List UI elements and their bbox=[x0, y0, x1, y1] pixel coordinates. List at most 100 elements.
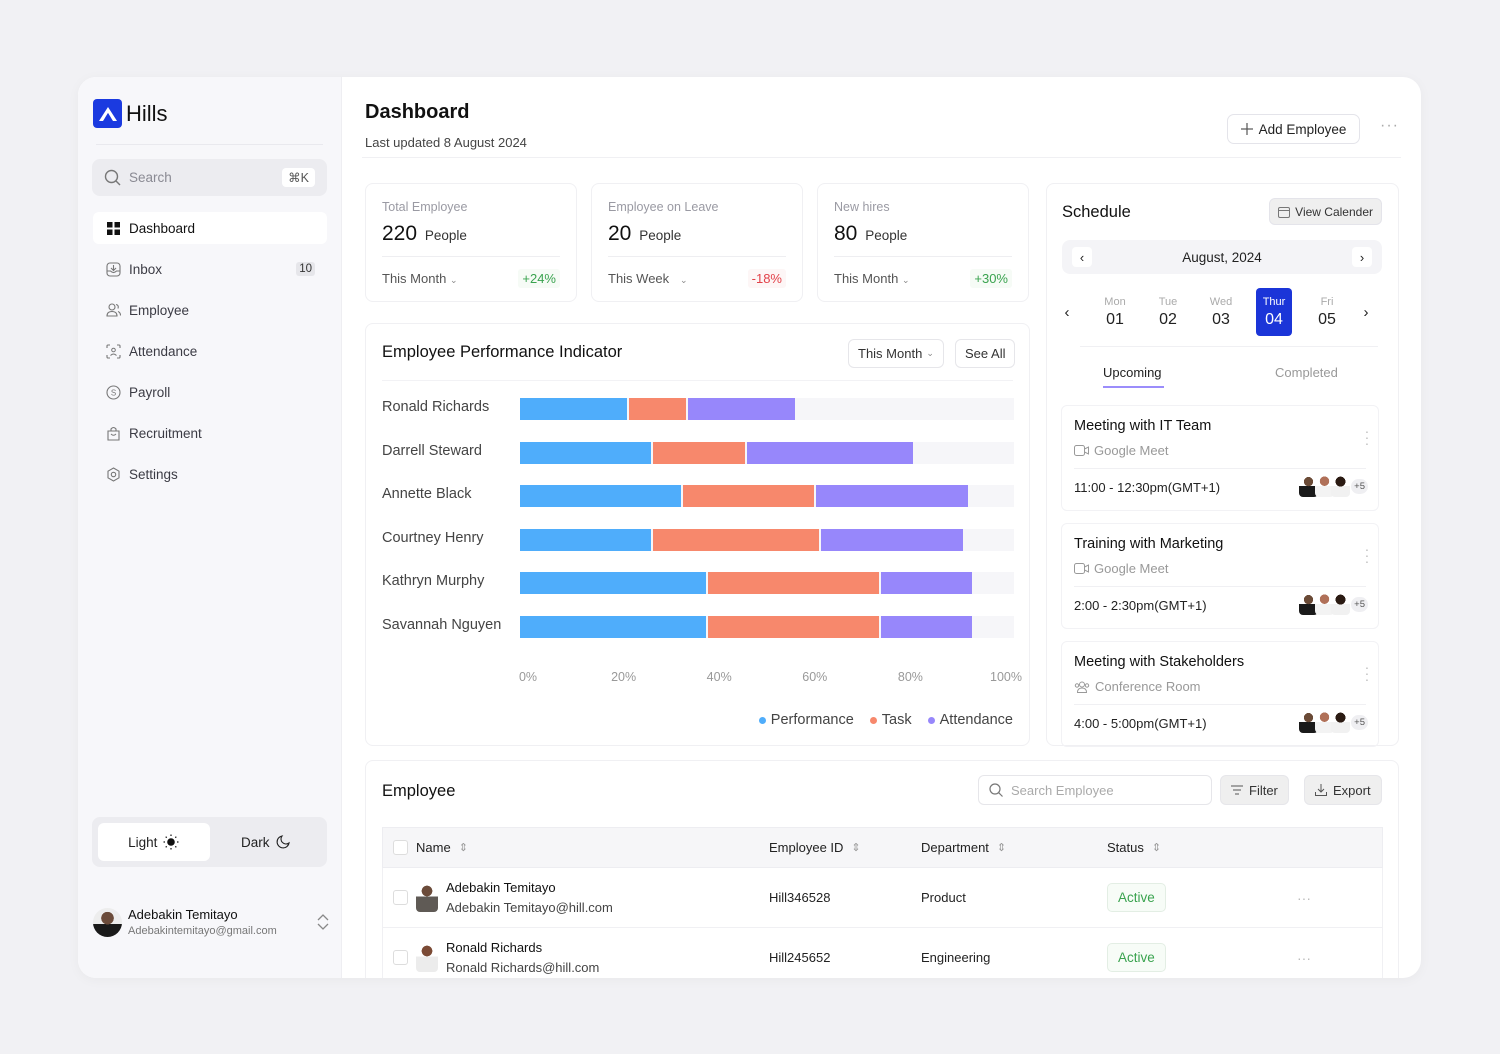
sidebar-item-label: Dashboard bbox=[129, 220, 196, 236]
next-month-button[interactable]: › bbox=[1351, 247, 1372, 267]
day-date: 02 bbox=[1159, 310, 1177, 328]
avatar bbox=[416, 883, 438, 912]
stat-card-employee-on-leave: Employee on Leave 20 People This Week ⌄ … bbox=[591, 183, 803, 302]
period-dropdown[interactable]: This Week ⌄ bbox=[608, 271, 688, 286]
chart-bar-attendance[interactable] bbox=[687, 398, 795, 420]
chart-bar-performance[interactable] bbox=[520, 616, 706, 638]
day-thur[interactable]: Thur 04 bbox=[1256, 288, 1292, 336]
day-fri[interactable]: Fri 05 bbox=[1309, 288, 1345, 336]
period-dropdown[interactable]: This Month ⌄ bbox=[382, 271, 457, 286]
event-card[interactable]: Meeting with IT Team Google Meet · · · 11:… bbox=[1061, 405, 1379, 511]
chart-bar-performance[interactable] bbox=[520, 398, 627, 420]
tab-completed[interactable]: Completed bbox=[1275, 365, 1338, 380]
tab-upcoming[interactable]: Upcoming bbox=[1103, 365, 1162, 380]
sort-icon[interactable]: ⇕ bbox=[996, 842, 1007, 854]
prev-week-button[interactable]: ‹ bbox=[1064, 303, 1070, 321]
performance-chart-card: Employee Performance Indicator This Mont… bbox=[365, 323, 1030, 746]
next-week-button[interactable]: › bbox=[1363, 303, 1369, 321]
sidebar-item-settings[interactable]: Settings bbox=[93, 458, 327, 490]
filter-button[interactable]: Filter bbox=[1220, 775, 1289, 805]
legend-item-attendance: Attendance bbox=[927, 712, 1013, 728]
column-header-name[interactable]: Name bbox=[416, 840, 451, 855]
chart-bar-task[interactable] bbox=[683, 485, 815, 508]
stat-value: 20 bbox=[608, 222, 632, 245]
period-dropdown[interactable]: This Month ⌄ bbox=[834, 271, 909, 286]
select-all-checkbox[interactable] bbox=[393, 840, 408, 855]
sidebar-item-label: Payroll bbox=[129, 384, 171, 400]
add-employee-button[interactable]: Add Employee bbox=[1227, 114, 1360, 144]
sidebar-item-attendance[interactable]: Attendance bbox=[93, 335, 327, 367]
row-more-icon[interactable]: ··· bbox=[1297, 949, 1311, 966]
x-tick-label: 0% bbox=[518, 670, 538, 684]
table-row[interactable]: Adebakin Temitayo Adebakin Temitayo@hill.… bbox=[382, 868, 1383, 928]
sort-icon[interactable]: ⇕ bbox=[1151, 842, 1162, 854]
employee-search-input[interactable]: Search Employee bbox=[978, 775, 1212, 805]
sidebar-item-payroll[interactable]: S Payroll bbox=[93, 376, 327, 408]
kebab-menu-icon[interactable]: · · · bbox=[1364, 659, 1370, 687]
column-header-department[interactable]: Department bbox=[921, 840, 989, 855]
avatar bbox=[1299, 711, 1319, 733]
row-checkbox[interactable] bbox=[393, 950, 408, 965]
kebab-menu-icon[interactable]: · · · bbox=[1364, 423, 1370, 451]
period-dropdown[interactable]: This Month ⌄ bbox=[848, 339, 944, 368]
column-header-status[interactable]: Status bbox=[1107, 840, 1144, 855]
dollar-circle-icon: S bbox=[105, 384, 121, 400]
prev-month-button[interactable]: ‹ bbox=[1072, 247, 1092, 267]
event-card[interactable]: Meeting with Stakeholders Conference Roo… bbox=[1061, 641, 1379, 747]
chart-bar-task[interactable] bbox=[653, 441, 746, 464]
kebab-menu-icon[interactable]: · · · bbox=[1364, 541, 1370, 569]
more-options-icon[interactable]: ··· bbox=[1380, 117, 1399, 134]
chart-bar-attendance[interactable] bbox=[880, 572, 973, 595]
avatar bbox=[1315, 593, 1335, 615]
sidebar-item-recruitment[interactable]: Recruitment bbox=[93, 417, 327, 449]
chart-bar-attendance[interactable] bbox=[821, 528, 963, 551]
export-button[interactable]: Export bbox=[1304, 775, 1382, 805]
plus-icon bbox=[1240, 123, 1253, 135]
sun-icon bbox=[163, 834, 179, 850]
theme-light-button[interactable]: Light bbox=[98, 823, 210, 861]
row-checkbox[interactable] bbox=[393, 890, 408, 905]
period-label: This Month bbox=[834, 271, 899, 286]
chart-bar-performance[interactable] bbox=[520, 528, 652, 551]
sidebar-search-input[interactable]: Search ⌘K bbox=[92, 159, 327, 196]
chart-bar-task[interactable] bbox=[628, 398, 686, 420]
chart-category-label: Courtney Henry bbox=[382, 529, 484, 546]
event-card[interactable]: Training with Marketing Google Meet · · · … bbox=[1061, 523, 1379, 629]
chart-bar-task[interactable] bbox=[653, 528, 820, 551]
user-profile[interactable]: Adebakin Temitayo Adebakintemitayo@gmail… bbox=[93, 907, 329, 937]
chart-bar-task[interactable] bbox=[707, 616, 879, 638]
x-tick-label: 20% bbox=[611, 670, 637, 684]
sidebar-item-inbox[interactable]: Inbox 10 bbox=[93, 253, 327, 285]
see-all-button[interactable]: See All bbox=[955, 339, 1016, 368]
day-tue[interactable]: Tue 02 bbox=[1150, 288, 1186, 336]
event-location: Google Meet bbox=[1094, 561, 1169, 576]
chart-category-label: Darrell Steward bbox=[382, 442, 482, 459]
inbox-icon bbox=[105, 261, 121, 277]
column-header-employee-id[interactable]: Employee ID bbox=[769, 840, 844, 855]
chart-bar-task[interactable] bbox=[707, 572, 879, 595]
search-icon bbox=[104, 169, 121, 186]
sidebar-item-dashboard[interactable]: Dashboard bbox=[93, 212, 327, 244]
stat-card-new-hires: New hires 80 People This Month ⌄ +30% bbox=[817, 183, 1029, 302]
chart-bar-performance[interactable] bbox=[520, 441, 652, 464]
day-mon[interactable]: Mon 01 bbox=[1097, 288, 1133, 336]
legend-dot bbox=[869, 716, 877, 724]
chart-bar-attendance[interactable] bbox=[747, 441, 914, 464]
sidebar-item-employee[interactable]: Employee bbox=[93, 294, 327, 326]
chart-bar-performance[interactable] bbox=[520, 572, 706, 595]
chart-bar-performance[interactable] bbox=[520, 485, 682, 508]
chart-bar-attendance[interactable] bbox=[880, 616, 973, 638]
brand[interactable]: Hills bbox=[93, 99, 168, 128]
chart-category-label: Annette Black bbox=[382, 486, 472, 503]
sort-icon[interactable]: ⇕ bbox=[458, 842, 468, 854]
day-wed[interactable]: Wed 03 bbox=[1203, 288, 1239, 336]
table-row[interactable]: Ronald Richards Ronald Richards@hill.com … bbox=[382, 928, 1383, 978]
day-date: 05 bbox=[1318, 310, 1336, 328]
chevron-up-down-icon[interactable] bbox=[317, 913, 329, 931]
row-more-icon[interactable]: ··· bbox=[1297, 889, 1311, 906]
chart-bar-attendance[interactable] bbox=[816, 485, 968, 508]
view-calendar-button[interactable]: View Calender bbox=[1269, 198, 1382, 225]
theme-dark-button[interactable]: Dark bbox=[210, 823, 322, 861]
sidebar-item-label: Settings bbox=[129, 466, 178, 482]
sort-icon[interactable]: ⇕ bbox=[851, 842, 861, 854]
